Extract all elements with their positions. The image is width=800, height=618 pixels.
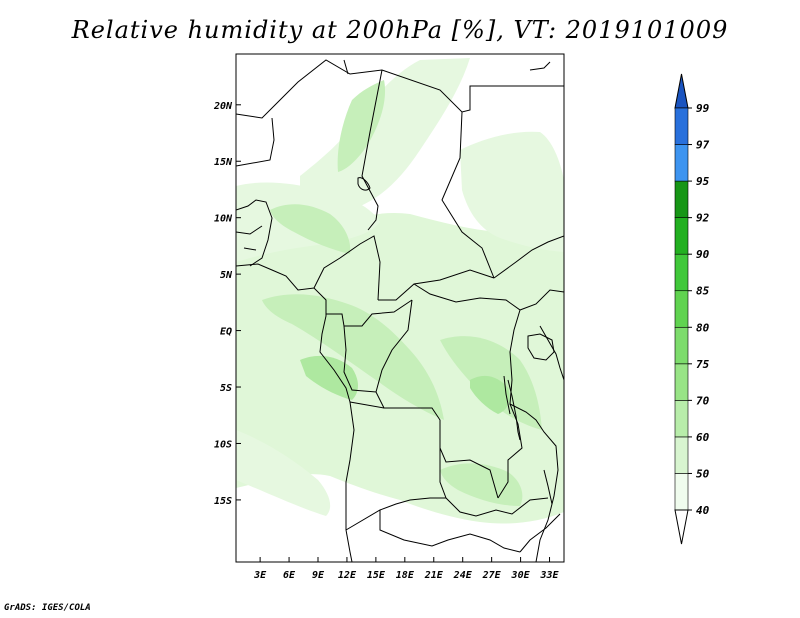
humidity-band-5 bbox=[337, 80, 386, 172]
colorbar-over-triangle bbox=[674, 73, 689, 109]
border-ne-corner bbox=[529, 61, 551, 71]
lon-tick-label: 21E bbox=[424, 570, 444, 581]
lat-tick-label: 15N bbox=[214, 157, 233, 168]
colorbar-label: 40 bbox=[696, 504, 710, 517]
lat-tick-label: 15S bbox=[214, 496, 232, 507]
border-west-interior bbox=[236, 225, 263, 251]
lon-tick-label: 33E bbox=[539, 570, 559, 581]
lat-tick-label: 20N bbox=[213, 101, 233, 112]
border-northwest bbox=[236, 117, 275, 167]
colorbar-box bbox=[674, 473, 689, 511]
lake-malawi bbox=[543, 469, 553, 505]
border-mozambique bbox=[519, 513, 561, 553]
border-zambia bbox=[445, 497, 549, 517]
colorbar-box bbox=[674, 290, 689, 328]
colorbar-box bbox=[674, 180, 689, 218]
lat-tick-label: EQ bbox=[220, 327, 232, 338]
lon-tick-label: 6E bbox=[283, 570, 296, 581]
border-gulf-coast bbox=[236, 263, 355, 562]
colorbar-label: 97 bbox=[696, 139, 710, 152]
lat-tick-label: 5S bbox=[220, 383, 232, 394]
humidity-region-northeast bbox=[460, 131, 564, 252]
humidity-band-1 bbox=[262, 294, 444, 420]
lake-chad bbox=[357, 177, 371, 191]
border-west-coast bbox=[236, 199, 273, 267]
colorbar-box bbox=[674, 400, 689, 438]
border-east-africa bbox=[519, 289, 564, 381]
longitude-axis: 3E 6E 9E 12E 15E 18E 21E 24E 27E 30E 33E bbox=[253, 557, 560, 581]
map-borders bbox=[236, 59, 564, 562]
colorbar-label: 70 bbox=[696, 394, 710, 407]
colorbar-under-triangle bbox=[674, 509, 689, 545]
lon-tick-label: 24E bbox=[453, 570, 473, 581]
humidity-band-6 bbox=[300, 355, 358, 400]
colorbar-box bbox=[674, 217, 689, 255]
colorbar: 40 50 60 70 75 80 85 90 92 95 97 99 bbox=[674, 73, 710, 545]
colorbar-box bbox=[674, 107, 689, 145]
border-nigeria-cameroon bbox=[313, 235, 381, 301]
lon-tick-label: 18E bbox=[396, 570, 415, 581]
colorbar-box bbox=[674, 436, 689, 474]
humidity-region-atlantic bbox=[236, 430, 331, 516]
colorbar-label: 90 bbox=[696, 248, 710, 261]
lon-tick-label: 15E bbox=[367, 570, 386, 581]
lake-tanganyika bbox=[503, 375, 521, 441]
lon-tick-label: 27E bbox=[482, 570, 502, 581]
humidity-band-7 bbox=[470, 375, 510, 414]
humidity-region-north bbox=[300, 58, 470, 212]
colorbar-box bbox=[674, 363, 689, 401]
lat-tick-label: 5N bbox=[220, 270, 233, 281]
latitude-axis: 20N 15N 10N 5N EQ 5S 10S 15S bbox=[213, 101, 241, 507]
colorbar-box bbox=[674, 253, 689, 292]
border-south bbox=[379, 510, 521, 553]
grads-credit: GrADS: IGES/COLA bbox=[4, 603, 91, 613]
colorbar-label: 50 bbox=[696, 467, 710, 480]
colorbar-box bbox=[674, 144, 689, 182]
border-sudan-south bbox=[493, 235, 564, 279]
lat-tick-label: 10N bbox=[214, 214, 233, 225]
border-drc-east bbox=[413, 283, 523, 499]
humidity-shading bbox=[236, 58, 564, 524]
border-niger-chad bbox=[361, 69, 383, 231]
border-angola bbox=[345, 401, 447, 531]
border-cameroon-south bbox=[326, 299, 413, 327]
map-frame bbox=[235, 53, 565, 563]
border-chad-sudan bbox=[441, 111, 495, 279]
humidity-band-3 bbox=[270, 204, 351, 254]
lon-tick-label: 12E bbox=[338, 570, 357, 581]
border-north bbox=[236, 59, 564, 119]
lat-tick-label: 10S bbox=[214, 439, 232, 450]
colorbar-label: 92 bbox=[696, 212, 710, 225]
lon-tick-label: 30E bbox=[511, 570, 531, 581]
colorbar-box bbox=[674, 326, 689, 365]
colorbar-label: 95 bbox=[696, 175, 710, 188]
humidity-band-4 bbox=[440, 463, 523, 506]
colorbar-label: 99 bbox=[696, 102, 710, 115]
border-chad-niger bbox=[343, 59, 349, 75]
colorbar-label: 60 bbox=[696, 431, 710, 444]
map-title: Relative humidity at 200hPa [%], VT: 201… bbox=[71, 16, 729, 44]
colorbar-label: 85 bbox=[696, 285, 710, 298]
colorbar-label: 75 bbox=[696, 358, 710, 371]
border-car bbox=[378, 269, 495, 301]
colorbar-label: 80 bbox=[696, 321, 710, 334]
lon-tick-label: 3E bbox=[253, 570, 267, 581]
lake-victoria bbox=[527, 333, 555, 361]
lon-tick-label: 9E bbox=[312, 570, 325, 581]
border-drc-south bbox=[375, 391, 499, 499]
